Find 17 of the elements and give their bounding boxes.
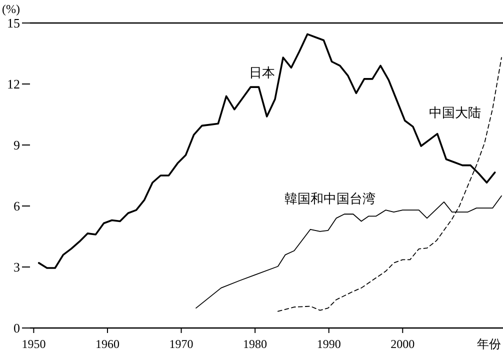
y-tick-label: 3: [14, 260, 20, 274]
y-tick-label: 12: [7, 76, 20, 92]
x-axis-title: 年份: [477, 337, 501, 350]
x-tick-label: 2000: [390, 337, 415, 350]
y-tick-label: 0: [14, 320, 20, 336]
x-tick-label: 1950: [22, 337, 46, 350]
y-axis-title: (%): [2, 2, 20, 16]
x-tick-label: 1990: [316, 337, 341, 350]
series-label: 中国大陆: [429, 105, 481, 120]
y-tick-label: 6: [14, 198, 20, 214]
series-label: 韓国和中国台湾: [284, 191, 376, 206]
series-label: 日本: [249, 65, 275, 80]
y-tick-label: 15: [7, 16, 20, 30]
x-tick-label: 1980: [243, 337, 268, 350]
x-tick-label: 1970: [169, 337, 194, 350]
x-tick-label: 1960: [95, 337, 120, 350]
y-tick-label: 9: [14, 138, 20, 152]
